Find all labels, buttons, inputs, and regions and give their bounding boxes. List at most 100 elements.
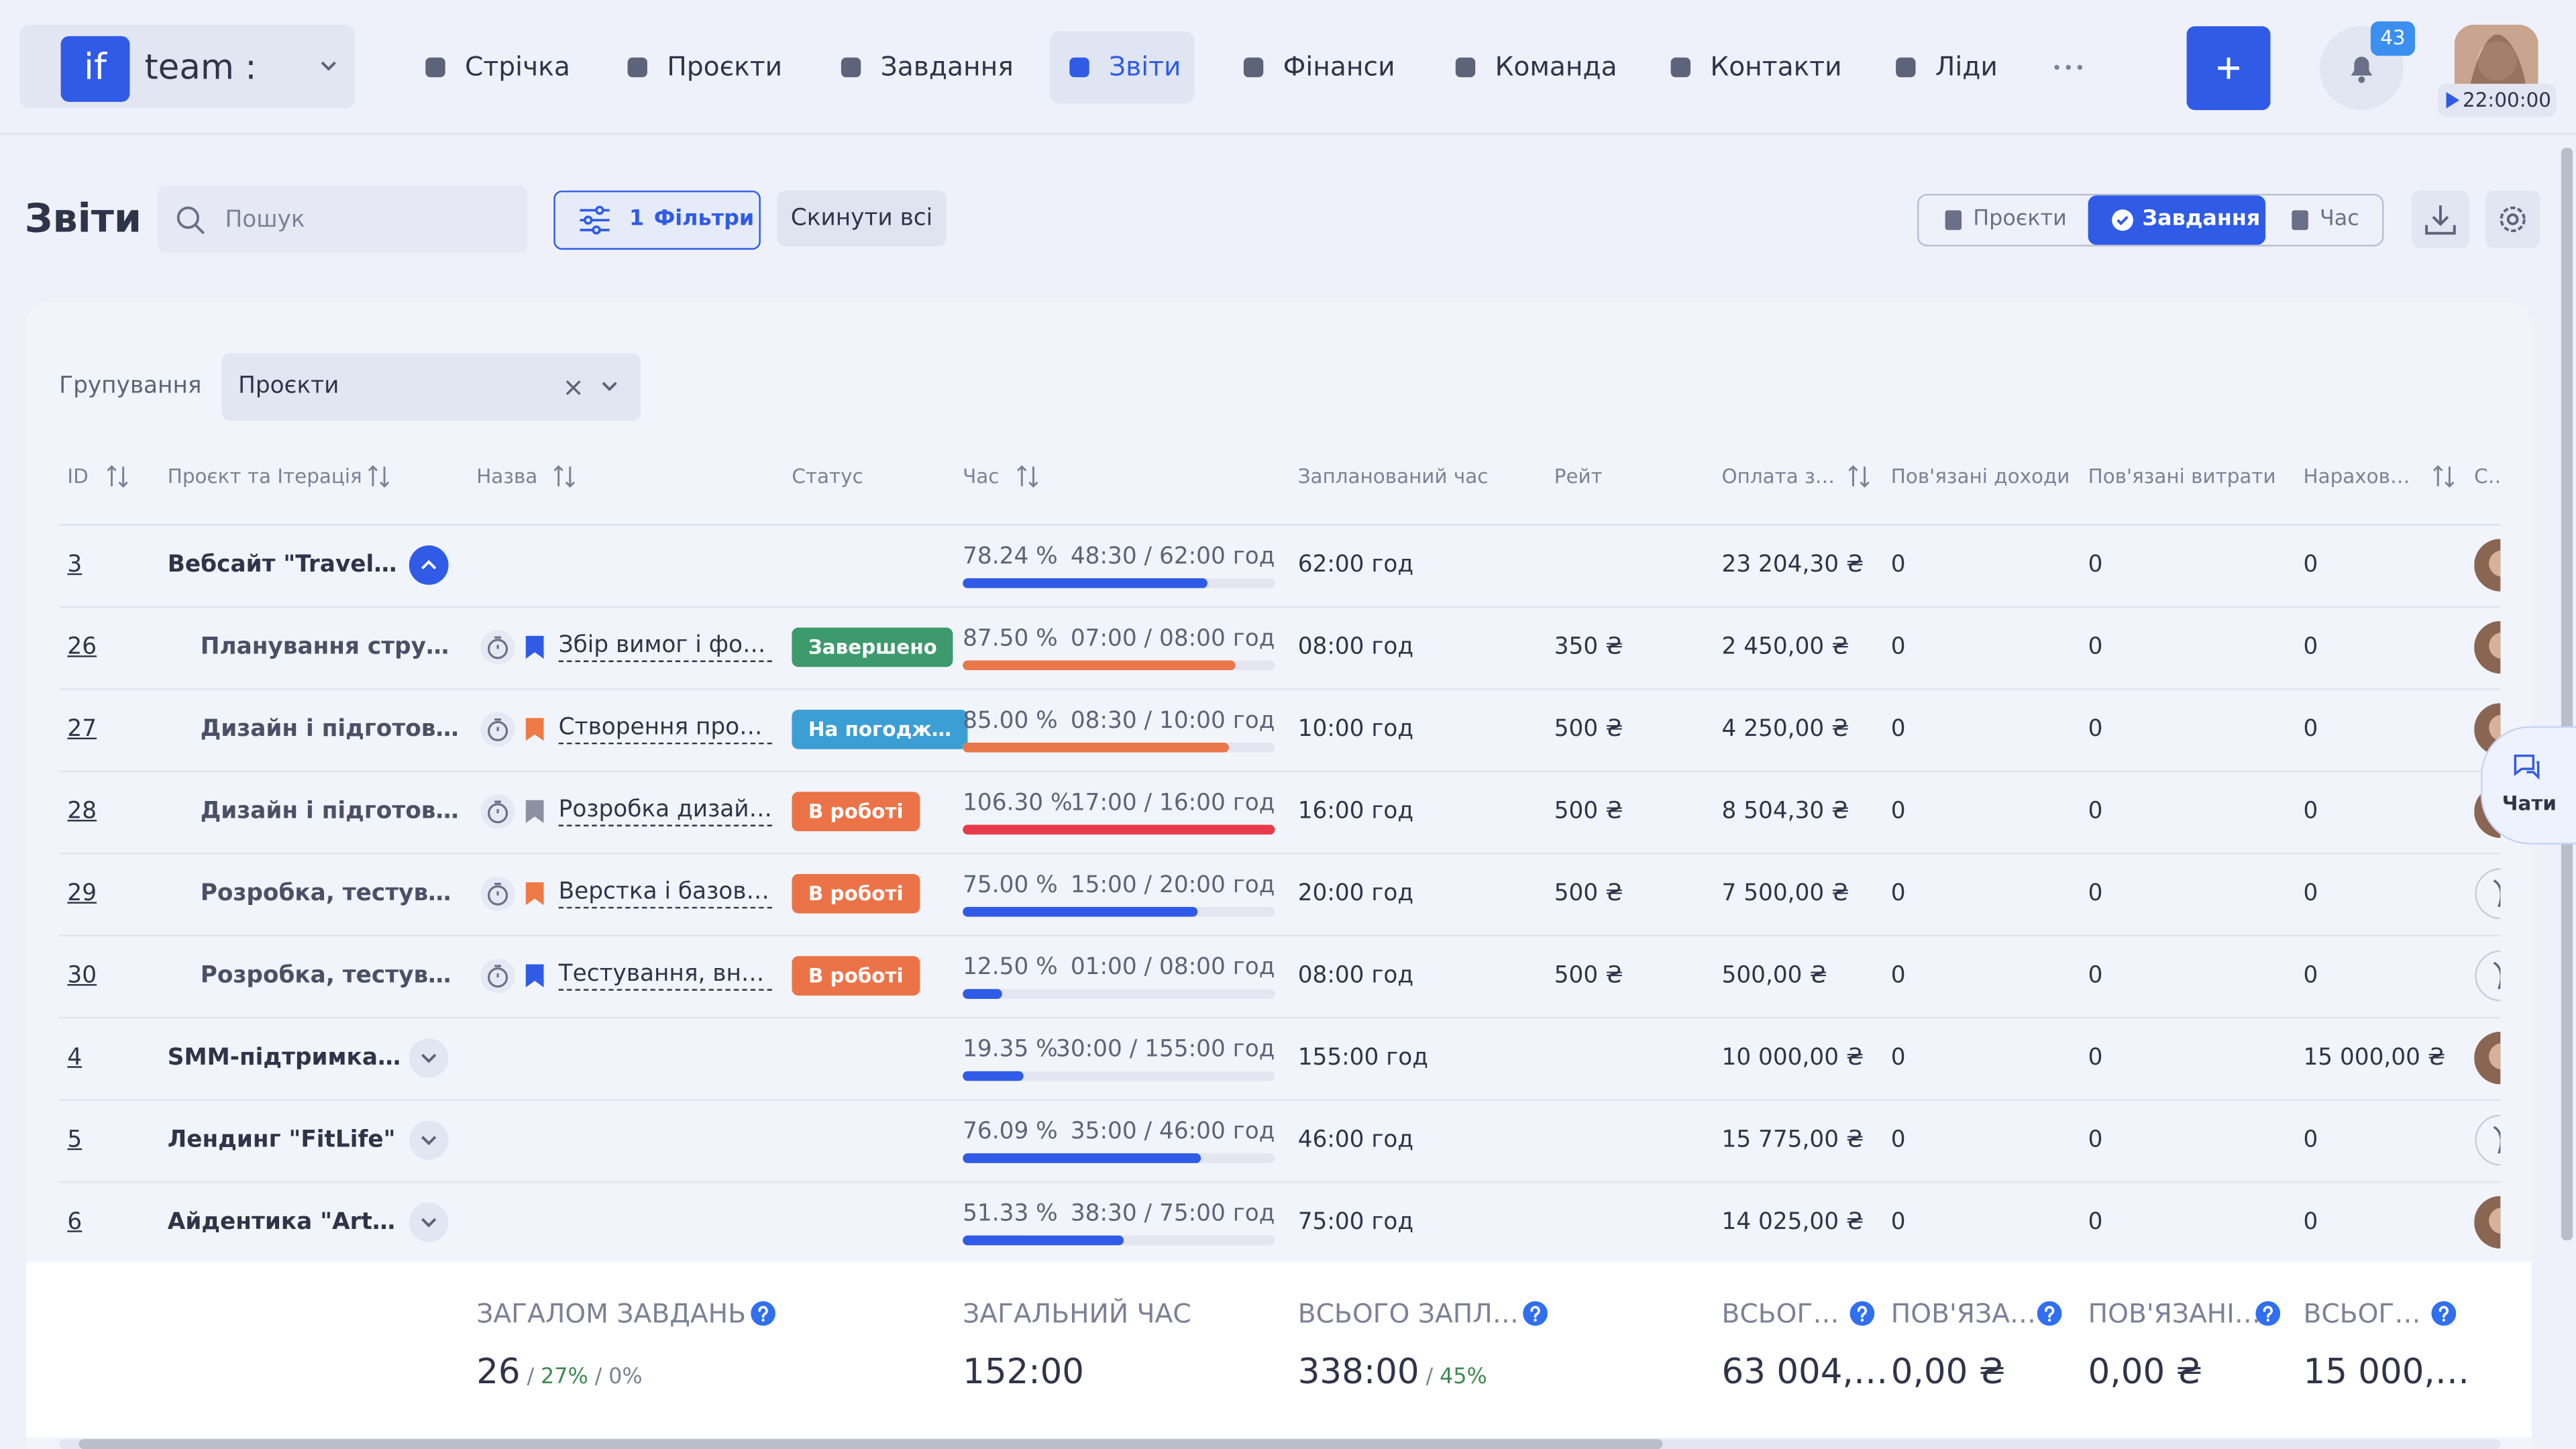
download-button[interactable]	[2412, 191, 2469, 248]
column-header[interactable]: Пов'язані доходи	[1890, 465, 2070, 488]
nav-item[interactable]: Завдання	[880, 50, 1014, 83]
column-header[interactable]: Назва	[476, 465, 538, 488]
nav-item[interactable]: Контакти	[1710, 50, 1842, 83]
linked-income: 0	[1890, 880, 1906, 907]
expand-toggle[interactable]	[409, 1202, 449, 1242]
row-id[interactable]: 28	[67, 798, 97, 825]
column-header[interactable]: Проєкт та Ітерація	[167, 465, 362, 488]
time-spent: 35:00 / 46:00 год	[1070, 1118, 1275, 1145]
task-name[interactable]: Збір вимог і форм…	[558, 631, 773, 662]
expand-toggle[interactable]	[409, 1038, 449, 1078]
horizontal-scroll-thumb[interactable]	[78, 1439, 1663, 1449]
time-percent: 87.50 %	[963, 626, 1058, 653]
vertical-scrollbar[interactable]	[2561, 148, 2573, 1240]
row-id[interactable]: 4	[67, 1044, 83, 1071]
total-label: ВСЬОГ…	[1721, 1297, 1839, 1330]
row-id[interactable]: 27	[67, 716, 97, 743]
sort-icon[interactable]	[2433, 465, 2455, 488]
sort-icon[interactable]	[1017, 465, 1038, 488]
task-status: Завершено	[792, 627, 954, 667]
workspace-switcher[interactable]: if team :	[19, 24, 355, 109]
chat-widget[interactable]: Чати	[2480, 726, 2576, 845]
nav-item[interactable]: Звіти	[1109, 50, 1181, 83]
timer-icon[interactable]	[480, 794, 516, 830]
column-header[interactable]: Час	[963, 465, 1000, 488]
column-header[interactable]: Оплата з…	[1721, 465, 1835, 488]
task-name[interactable]: Створення прото…	[558, 713, 773, 745]
grouping-select[interactable]: Проєкти	[221, 353, 641, 421]
timer-icon[interactable]	[480, 958, 516, 994]
task-name[interactable]: Тестування, внес…	[558, 959, 773, 991]
nav-item[interactable]: Стрічка	[465, 50, 570, 83]
sort-icon[interactable]	[553, 465, 575, 488]
more-menu[interactable]	[2053, 62, 2083, 72]
column-header[interactable]: Нарахова…	[2303, 465, 2422, 488]
assignee-avatar[interactable]	[2474, 621, 2501, 674]
workspace-name: team :	[144, 48, 257, 87]
nav-item[interactable]: Команда	[1495, 50, 1617, 83]
reset-button[interactable]: Скинути всі	[777, 191, 947, 247]
progress-bar	[963, 824, 1275, 835]
task-name[interactable]: Розробка дизайн…	[558, 795, 773, 826]
task-name[interactable]: Верстка і базове …	[558, 877, 773, 909]
view-tab[interactable]: Проєкти	[1919, 195, 2088, 244]
assignee-avatar[interactable]	[2474, 1114, 2501, 1166]
search-box[interactable]: Пошук	[158, 185, 528, 254]
column-header[interactable]: Пов'язані витрати	[2088, 465, 2276, 488]
timer-icon[interactable]	[480, 875, 516, 912]
column-header[interactable]: Сп	[2474, 465, 2501, 488]
view-label: Проєкти	[1973, 207, 2067, 232]
total-value-row: 0,00 ₴	[2088, 1352, 2203, 1395]
nav-item[interactable]: Проєкти	[667, 50, 783, 83]
sort-icon[interactable]	[1848, 465, 1870, 488]
row-divider	[59, 934, 2501, 936]
assignee-avatar[interactable]	[2474, 539, 2501, 592]
time-spent: 30:00 / 155:00 год	[1056, 1036, 1275, 1063]
total-value: 26	[476, 1352, 521, 1392]
row-id[interactable]: 3	[67, 551, 83, 579]
column-header[interactable]: Запланований час	[1297, 465, 1489, 488]
total-value-row: 63 004,…	[1722, 1352, 1888, 1395]
help-icon	[2037, 1301, 2062, 1326]
task-flag	[525, 635, 544, 659]
column-header[interactable]: Рейт	[1554, 465, 1603, 488]
nav-item[interactable]: Фінанси	[1283, 50, 1395, 83]
column-header[interactable]: ID	[67, 465, 89, 488]
row-project: Дизайн і підготовка …	[200, 798, 464, 825]
column-header[interactable]: Статус	[792, 465, 863, 488]
clear-icon[interactable]	[565, 380, 581, 396]
row-id[interactable]: 6	[67, 1209, 83, 1236]
timer[interactable]: 22:00:00	[2438, 83, 2557, 117]
timer-icon[interactable]	[480, 629, 516, 665]
view-tab[interactable]: Завдання	[2088, 195, 2266, 245]
linked-expenses: 0	[2088, 880, 2103, 907]
view-tab[interactable]: Час	[2265, 195, 2383, 244]
expand-toggle[interactable]	[409, 545, 449, 585]
expand-toggle[interactable]	[409, 1120, 449, 1160]
filters-button[interactable]: 1 Фільтри	[553, 191, 761, 250]
row-id[interactable]: 29	[67, 880, 97, 907]
assignee-avatar[interactable]	[2474, 950, 2501, 1002]
row-id[interactable]: 30	[67, 963, 97, 989]
progress-track	[963, 824, 1275, 835]
assignee-avatar[interactable]	[2474, 867, 2501, 920]
help-icon	[751, 1301, 775, 1326]
payment: 23 204,30 ₴	[1721, 551, 1864, 579]
add-button[interactable]	[2186, 26, 2271, 111]
total-note: 27%	[541, 1365, 588, 1390]
payment: 10 000,00 ₴	[1721, 1044, 1864, 1071]
time-percent: 75.00 %	[963, 872, 1058, 899]
assignee-avatar[interactable]	[2474, 1195, 2501, 1249]
sort-icon[interactable]	[368, 465, 390, 488]
row-project: Вебсайт "TravelUA"	[167, 551, 406, 579]
row-id[interactable]: 26	[67, 634, 97, 661]
timer-icon[interactable]	[480, 711, 516, 747]
sort-icon[interactable]	[107, 465, 128, 488]
assignee-avatar[interactable]	[2474, 1031, 2501, 1085]
nav-item[interactable]: Ліди	[1935, 50, 1998, 83]
grouping-value: Проєкти	[238, 372, 339, 400]
settings-button[interactable]	[2485, 191, 2540, 248]
row-id[interactable]: 5	[67, 1127, 83, 1154]
progress-bar	[963, 1235, 1123, 1246]
